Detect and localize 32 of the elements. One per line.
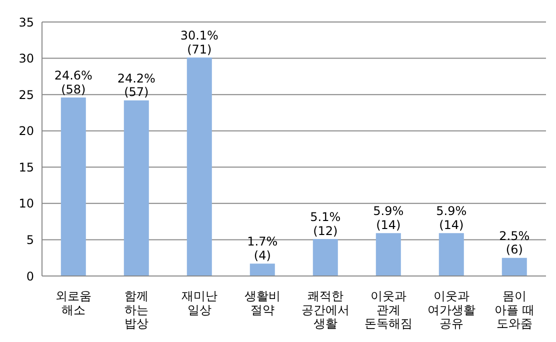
data-label: 5.9% (14) [373, 204, 404, 232]
x-tick-label: 쾌적한 공간에서 생활 [302, 289, 350, 331]
y-tick-label: 30 [18, 52, 34, 66]
y-tick-label: 25 [18, 88, 34, 102]
bar [250, 264, 275, 276]
bar [312, 238, 338, 276]
bar [60, 97, 86, 276]
y-tick-label: 20 [18, 124, 34, 138]
bar [186, 58, 212, 276]
data-label: 5.1% (12) [310, 210, 341, 238]
x-tick-label: 재미난 일상 [182, 289, 218, 317]
x-tick-label: 이웃과 여가생활 공유 [428, 289, 476, 331]
y-tick-label: 35 [18, 15, 34, 30]
x-tick-label: 외로움 해소 [56, 289, 92, 317]
data-label: 5.9% (14) [436, 204, 467, 232]
x-tick-label: 이웃과 관계 돈독해짐 [364, 289, 412, 331]
bar [438, 233, 464, 276]
y-tick-label: 10 [18, 196, 34, 211]
bar [124, 100, 149, 276]
bar [502, 258, 527, 276]
y-tick-label: 5 [26, 232, 34, 247]
data-label: 1.7% (4) [247, 234, 278, 262]
data-label: 2.5% (6) [499, 228, 530, 257]
bar [376, 233, 401, 276]
x-tick-label: 생활비 절약 [244, 289, 280, 317]
x-tick-label: 몸이 아플 때 도와줌 [494, 289, 534, 331]
y-tick-label: 0 [26, 269, 34, 284]
y-tick-label: 15 [18, 160, 34, 174]
data-label: 24.6% (58) [54, 68, 92, 96]
data-label: 30.1% (71) [180, 28, 218, 56]
data-label: 24.2% (57) [117, 71, 156, 100]
x-tick-label: 함께 하는 밥상 [124, 289, 148, 331]
